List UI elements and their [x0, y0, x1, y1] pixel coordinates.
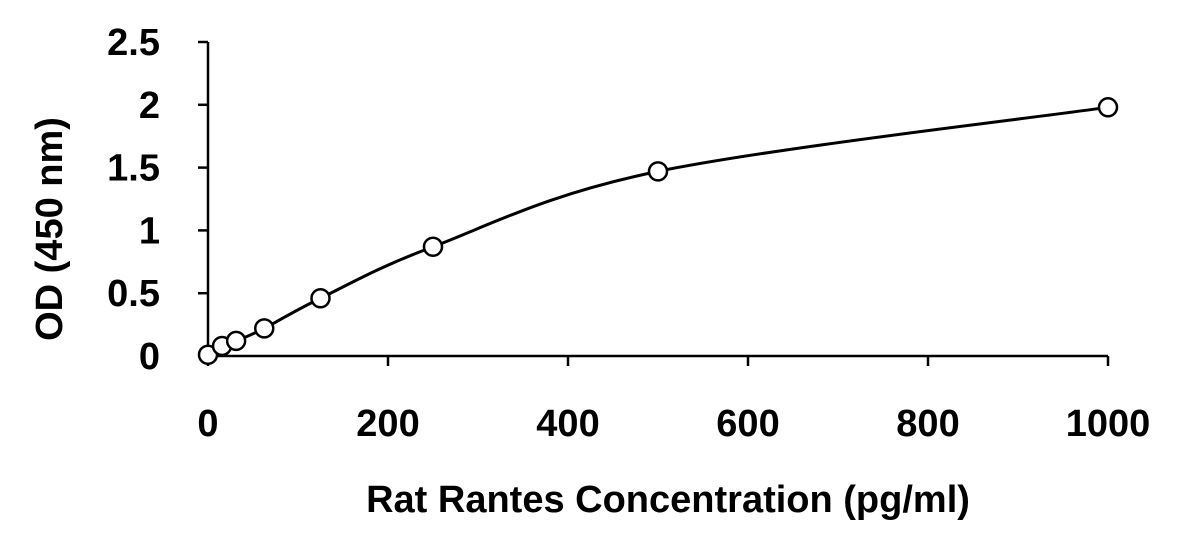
data-point-marker	[225, 330, 247, 352]
y-tick-label: 1.5	[107, 148, 160, 190]
y-axis-title: OD (450 nm)	[29, 117, 71, 341]
x-tick-label: 200	[356, 403, 419, 445]
x-tick-label: 0	[197, 403, 218, 445]
x-tick-label: 1000	[1066, 403, 1151, 445]
data-point-marker	[422, 236, 444, 257]
y-tick-label: 2.5	[107, 22, 160, 64]
y-tick-label: 1	[139, 210, 160, 252]
x-tick-label: 400	[536, 403, 599, 445]
x-axis-ticks: 0 200 400 600 800 1000	[197, 356, 1150, 445]
data-point-marker	[647, 161, 669, 182]
data-points	[197, 97, 1119, 365]
data-point-marker	[310, 287, 331, 309]
y-tick-label: 0	[139, 336, 160, 378]
data-point-marker	[1097, 97, 1119, 118]
x-axis-title: Rat Rantes Concentration (pg/ml)	[366, 479, 970, 521]
x-tick-label: 600	[716, 403, 779, 445]
y-tick-label: 2	[139, 85, 160, 127]
y-axis-ticks: 0 0.5 1 1.5 2 2.5	[107, 22, 208, 378]
trend-curve	[207, 105, 1109, 357]
axes	[206, 42, 1108, 358]
y-tick-label: 0.5	[107, 273, 160, 315]
x-tick-label: 800	[896, 403, 959, 445]
data-point-marker	[254, 318, 275, 339]
